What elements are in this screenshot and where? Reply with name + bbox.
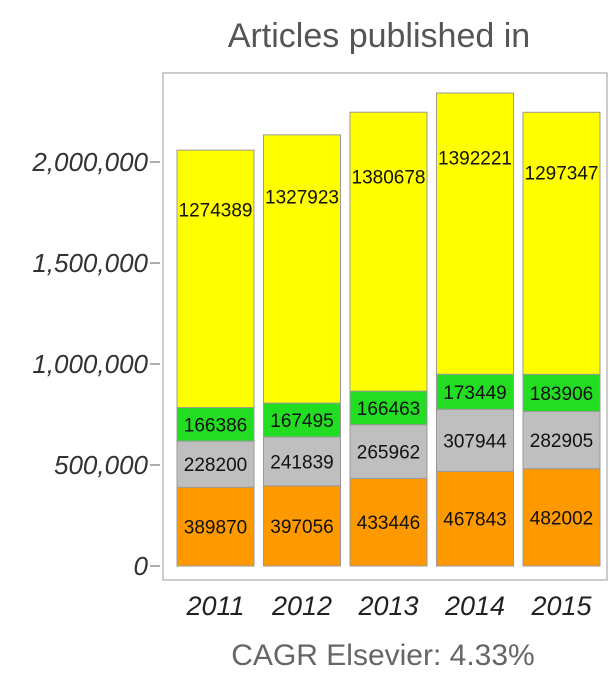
data-label: 173449 — [443, 383, 506, 404]
x-tick-label: 2013 — [357, 591, 418, 621]
data-label: 282905 — [530, 431, 593, 452]
bars-layer — [176, 92, 601, 567]
data-label: 166463 — [357, 399, 420, 420]
bar-segment — [349, 111, 428, 392]
data-label: 166386 — [184, 415, 247, 436]
data-label: 1380678 — [352, 167, 426, 188]
x-tick-label: 2011 — [185, 591, 244, 621]
data-label: 228200 — [184, 455, 247, 476]
x-tick-label: 2012 — [271, 591, 332, 621]
chart-title: Articles published in — [228, 17, 530, 55]
data-label: 1392221 — [438, 149, 512, 170]
data-label: 265962 — [357, 443, 420, 464]
data-label: 1274389 — [179, 200, 253, 221]
bar-segment — [349, 390, 428, 426]
y-tick-label: 0 — [134, 551, 149, 581]
bar-segment — [176, 486, 255, 567]
y-tick-label: 500,000 — [54, 450, 149, 480]
bar-segment — [263, 134, 341, 404]
data-label: 433446 — [357, 513, 420, 534]
data-label: 167495 — [270, 411, 333, 432]
data-label: 183906 — [530, 384, 593, 405]
y-tick-label: 2,000,000 — [31, 147, 148, 177]
bar-segment — [522, 468, 601, 567]
bar-segment — [263, 402, 341, 438]
data-label: 389870 — [184, 518, 247, 539]
y-axis: 0 500,000 1,000,000 1,500,000 2,000,000 — [31, 147, 160, 581]
y-tick-label: 1,000,000 — [32, 349, 148, 379]
data-label: 241839 — [270, 452, 333, 473]
cagr-footer: CAGR Elsevier: 4.33% — [231, 639, 534, 672]
data-label: 397056 — [270, 517, 333, 538]
bar-segment — [436, 408, 514, 472]
data-labels-layer: 389870 228200 166386 1274389 397056 241839 167… — [179, 149, 599, 539]
x-axis: 2011 2012 2013 2014 2015 — [185, 591, 592, 621]
bar-segment — [263, 485, 341, 567]
x-tick-label: 2015 — [530, 591, 592, 621]
data-label: 1297347 — [525, 164, 599, 185]
bar-segment — [522, 373, 601, 412]
bar-segment — [349, 424, 428, 479]
data-label: 482002 — [530, 508, 593, 529]
y-tick-label: 1,500,000 — [32, 248, 148, 278]
data-label: 307944 — [443, 431, 507, 452]
bar-segment — [436, 373, 514, 410]
bar-segment — [522, 111, 601, 375]
data-label: 467843 — [443, 510, 506, 531]
x-tick-label: 2014 — [444, 591, 505, 621]
bar-segment — [176, 149, 255, 409]
bar-segment — [263, 436, 341, 487]
bar-segment — [349, 477, 428, 567]
data-label: 1327923 — [265, 188, 339, 209]
bar-segment — [436, 92, 514, 375]
bar-segment — [176, 407, 255, 442]
bar-segment — [522, 410, 601, 470]
